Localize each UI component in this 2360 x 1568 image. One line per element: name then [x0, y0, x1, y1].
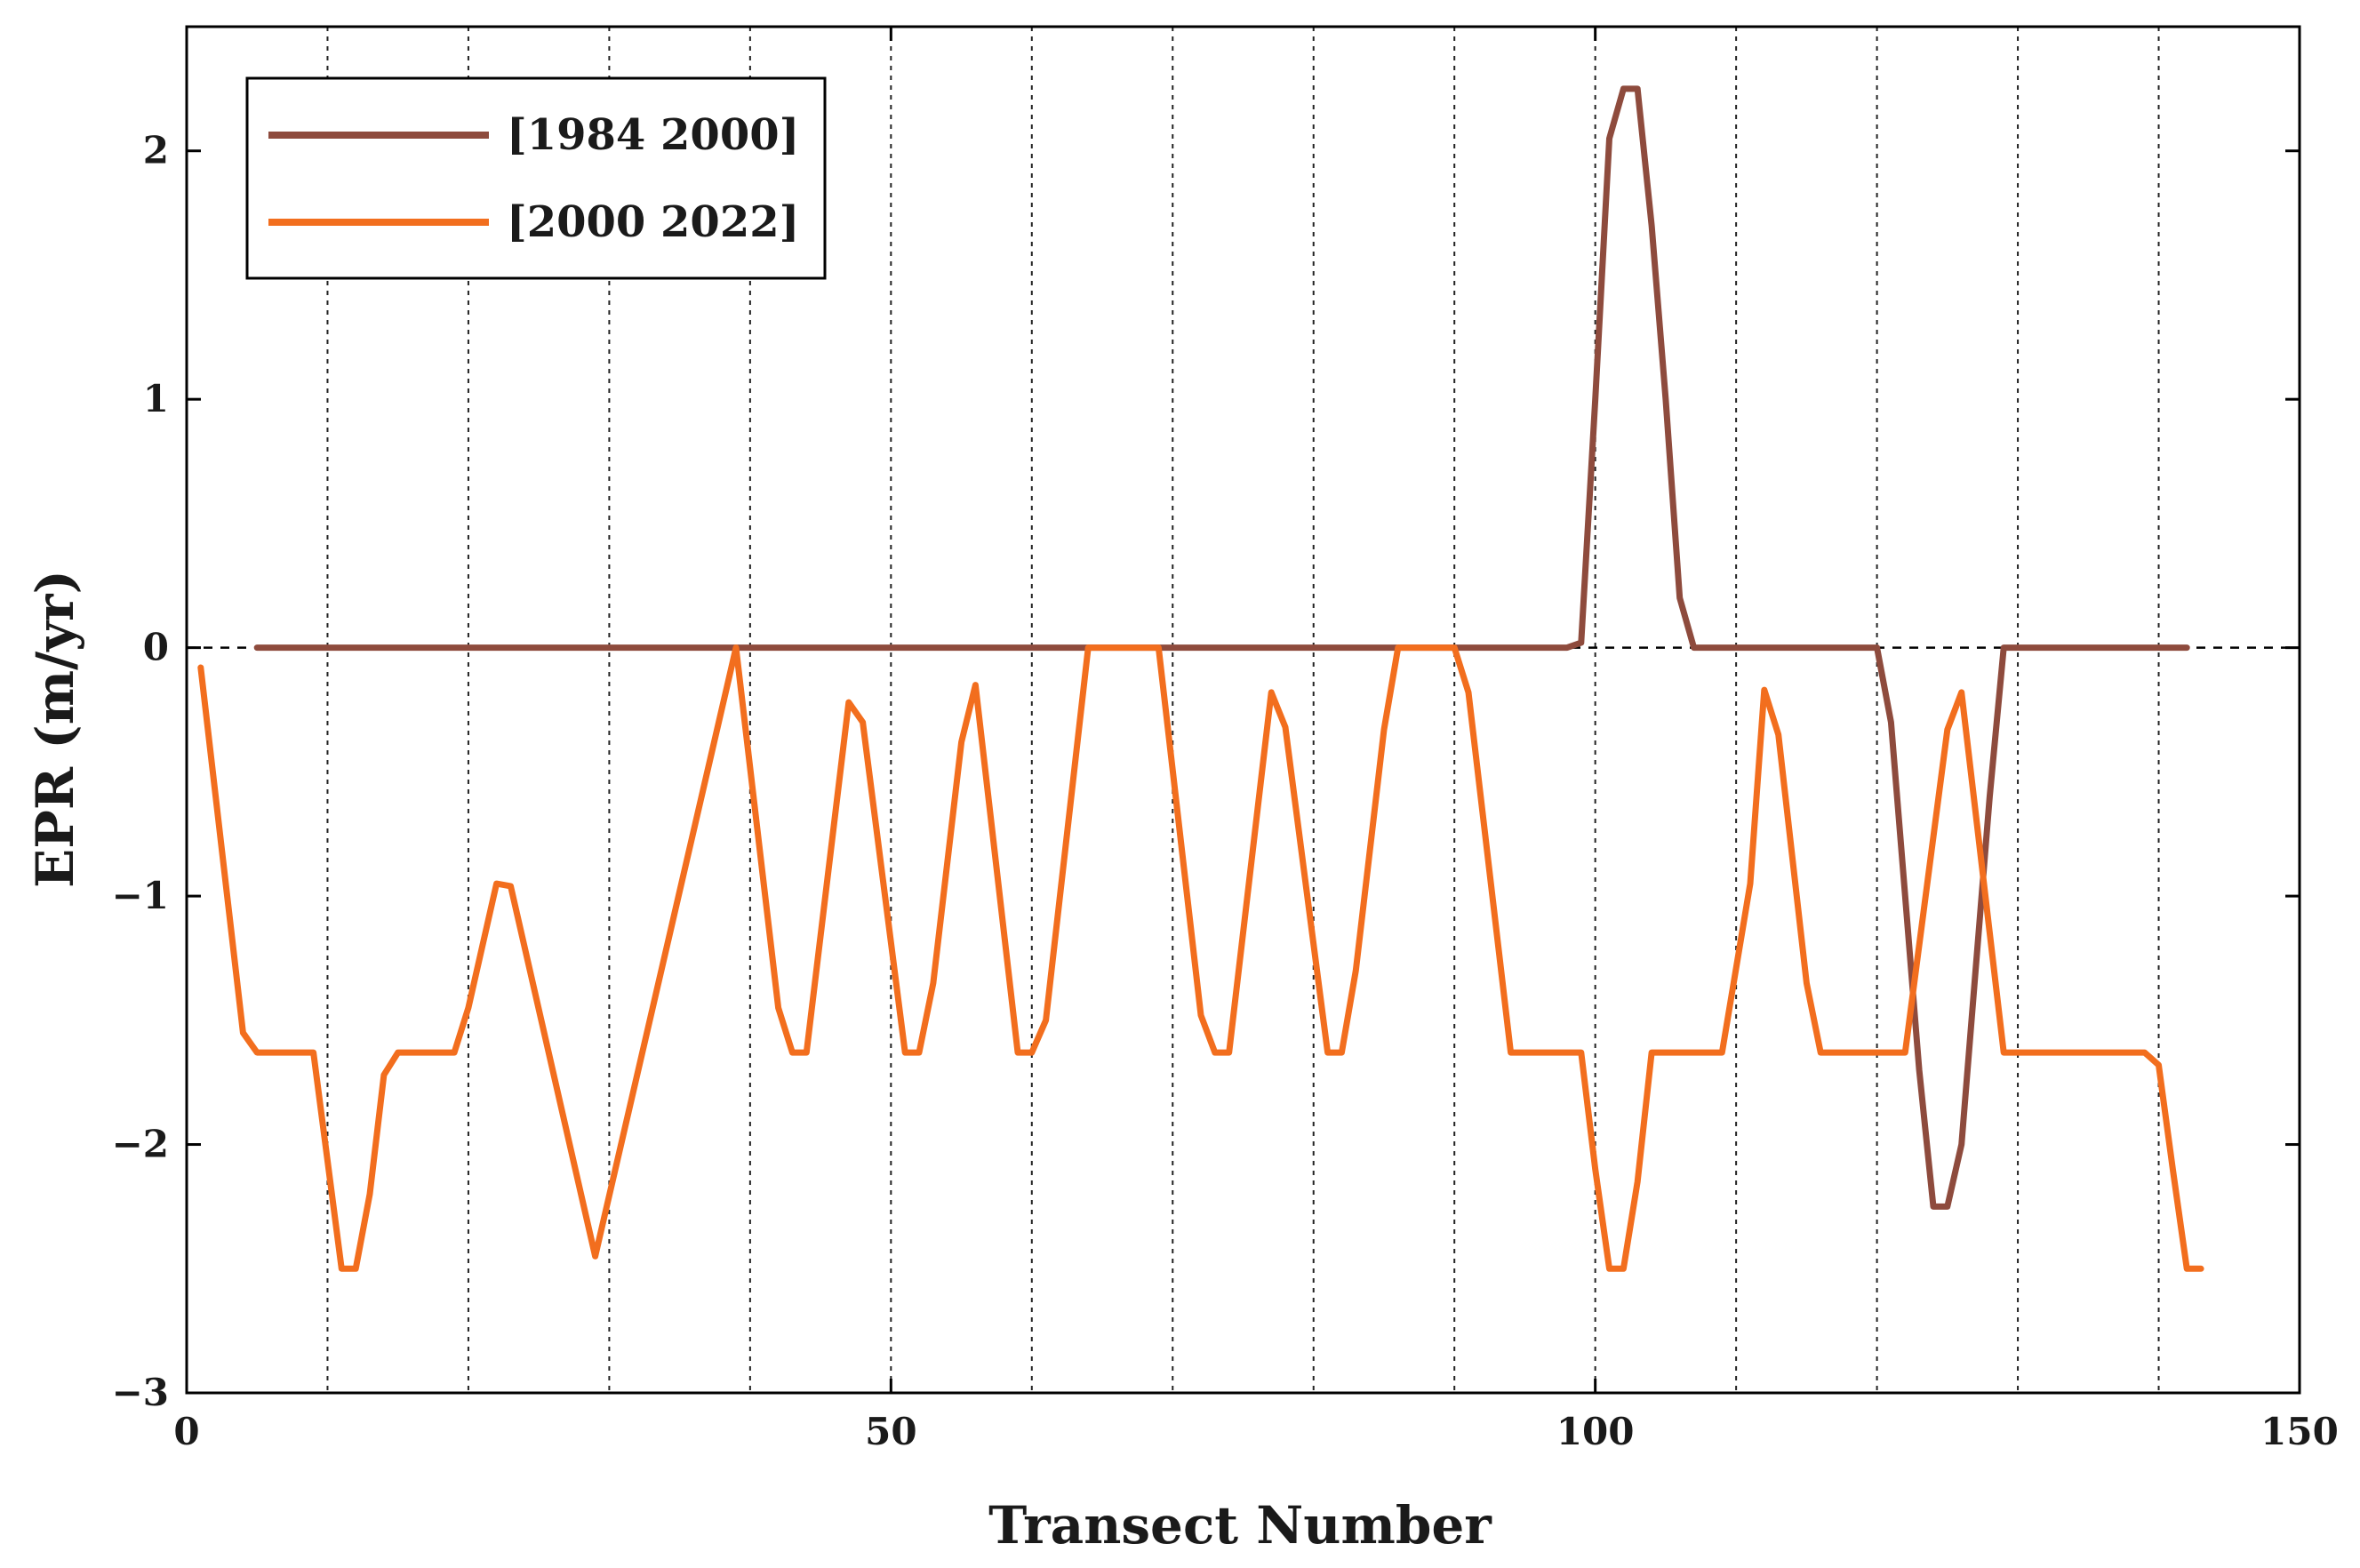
legend-box [245, 76, 827, 280]
y-tick-label: −2 [112, 1123, 169, 1166]
x-tick-label: 100 [1556, 1410, 1635, 1453]
legend-label-series-1: [1984 2000] [507, 110, 799, 160]
axis-ticks [185, 27, 2301, 1395]
series-line-2 [197, 644, 2204, 1272]
series-line-1 [253, 85, 2190, 1210]
x-axis-label: Transect Number [988, 1495, 1492, 1556]
x-tick-label: 50 [865, 1410, 916, 1453]
plot-frame [185, 25, 2301, 1395]
legend: [1984 2000] [2000 2022] [245, 76, 827, 280]
legend-label-series-2: [2000 2022] [507, 197, 799, 247]
y-tick-label: −1 [112, 874, 169, 917]
y-tick-label: 1 [143, 377, 169, 420]
y-axis-label: EPR (m/yr) [25, 570, 85, 888]
y-tick-label: 2 [143, 129, 169, 172]
y-tick-label: −3 [112, 1371, 169, 1414]
x-tick-label: 150 [2260, 1410, 2339, 1453]
y-tick-labels: −3 −2 −1 0 1 2 [112, 129, 169, 1414]
x-tick-labels: 0 50 100 150 [173, 1410, 2338, 1453]
series-lines [197, 85, 2204, 1272]
plot-border [185, 25, 2301, 1395]
y-tick-label: 0 [143, 626, 169, 669]
x-tick-label: 0 [173, 1410, 199, 1453]
